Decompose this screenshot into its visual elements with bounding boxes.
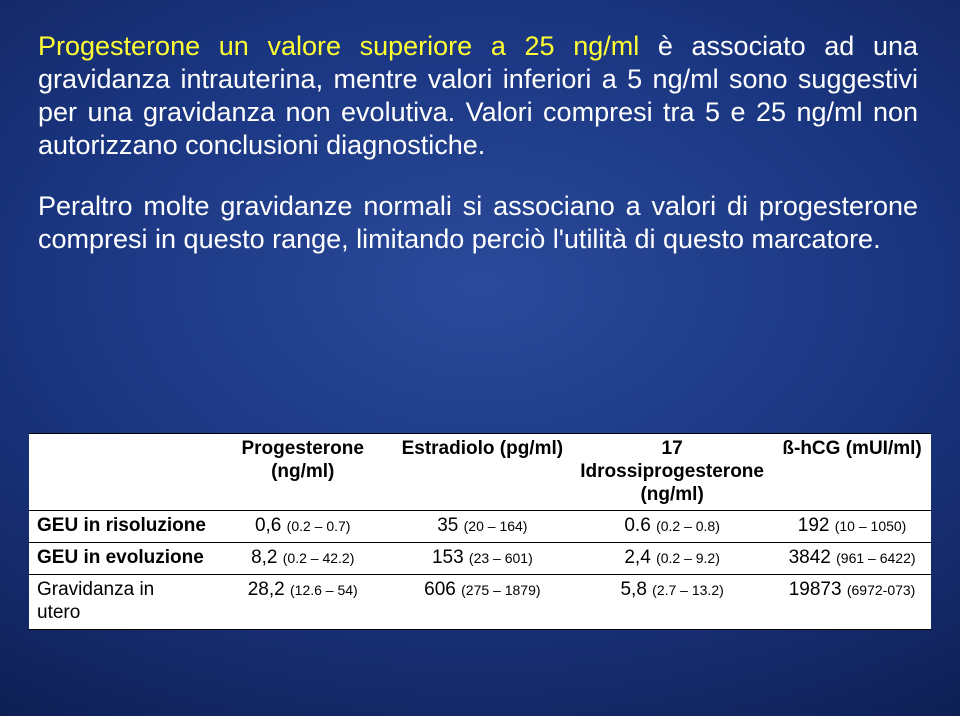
row-label: Gravidanza in utero <box>29 574 212 629</box>
header-bhcg: ß-hCG (mUI/ml) <box>771 434 931 511</box>
cell: 0,6 (0.2 – 0.7) <box>212 511 392 543</box>
cell: 3842 (961 – 6422) <box>771 543 931 575</box>
mean: 3842 <box>789 547 831 568</box>
mean: 5,8 <box>620 579 646 600</box>
range: (961 – 6422) <box>836 550 915 566</box>
cell: 192 (10 – 1050) <box>771 511 931 543</box>
cell: 35 (20 – 164) <box>392 511 572 543</box>
cell: 28,2 (12.6 – 54) <box>212 574 392 629</box>
table-row: Gravidanza in utero 28,2 (12.6 – 54) 606… <box>29 574 931 629</box>
row-label-l2: utero <box>37 602 80 623</box>
header-progesterone: Progesterone (ng/ml) <box>212 434 392 511</box>
header-estradiolo: Estradiolo (pg/ml) <box>392 434 572 511</box>
range: (0.2 – 9.2) <box>656 550 720 566</box>
para1-highlight: Progesterone un valore superiore a 25 ng… <box>38 31 658 61</box>
row-label: GEU in risoluzione <box>29 511 212 543</box>
mean: 2,4 <box>624 547 650 568</box>
table-body: GEU in risoluzione 0,6 (0.2 – 0.7) 35 (2… <box>29 511 931 629</box>
cell: 8,2 (0.2 – 42.2) <box>212 543 392 575</box>
range: (275 – 1879) <box>461 582 540 598</box>
cell: 5,8 (2.7 – 13.2) <box>571 574 771 629</box>
cell: 153 (23 – 601) <box>392 543 572 575</box>
range: (2.7 – 13.2) <box>652 582 724 598</box>
header-unit: (ng/ml) <box>271 461 334 482</box>
range: (6972-073) <box>847 582 916 598</box>
header-unit: (pg/ml) <box>500 438 563 459</box>
header-label: Estradiolo <box>402 438 495 459</box>
table-row: GEU in evoluzione 8,2 (0.2 – 42.2) 153 (… <box>29 543 931 575</box>
header-label: 17 Idrossiprogesterone <box>580 438 764 482</box>
range: (23 – 601) <box>469 550 533 566</box>
range: (0.2 – 42.2) <box>283 550 355 566</box>
cell: 19873 (6972-073) <box>771 574 931 629</box>
cell: 0.6 (0.2 – 0.8) <box>571 511 771 543</box>
slide: Progesterone un valore superiore a 25 ng… <box>0 0 960 716</box>
header-unit: (mUI/ml) <box>846 438 922 459</box>
header-empty <box>29 434 212 511</box>
mean: 0,6 <box>255 515 281 536</box>
range: (0.2 – 0.7) <box>287 518 351 534</box>
text-block: Progesterone un valore superiore a 25 ng… <box>38 30 918 284</box>
cell: 2,4 (0.2 – 9.2) <box>571 543 771 575</box>
mean: 606 <box>424 579 456 600</box>
header-17idrossi: 17 Idrossiprogesterone (ng/ml) <box>571 434 771 511</box>
range: (0.2 – 0.8) <box>656 518 720 534</box>
row-label-l1: Gravidanza in <box>37 579 154 600</box>
hormone-table-wrap: Progesterone (ng/ml) Estradiolo (pg/ml) … <box>29 433 931 630</box>
table-row: GEU in risoluzione 0,6 (0.2 – 0.7) 35 (2… <box>29 511 931 543</box>
cell: 606 (275 – 1879) <box>392 574 572 629</box>
row-label: GEU in evoluzione <box>29 543 212 575</box>
mean: 19873 <box>789 579 842 600</box>
mean: 35 <box>437 515 458 536</box>
table-header-row: Progesterone (ng/ml) Estradiolo (pg/ml) … <box>29 434 931 511</box>
range: (10 – 1050) <box>835 518 907 534</box>
range: (20 – 164) <box>464 518 528 534</box>
mean: 192 <box>798 515 830 536</box>
mean: 28,2 <box>248 579 285 600</box>
mean: 153 <box>432 547 464 568</box>
mean: 8,2 <box>251 547 277 568</box>
paragraph-1: Progesterone un valore superiore a 25 ng… <box>38 30 918 162</box>
header-label: Progesterone <box>241 438 363 459</box>
header-label: ß-hCG <box>782 438 840 459</box>
range: (12.6 – 54) <box>290 582 358 598</box>
hormone-table: Progesterone (ng/ml) Estradiolo (pg/ml) … <box>29 433 931 630</box>
mean: 0.6 <box>624 515 650 536</box>
header-unit: (ng/ml) <box>640 484 703 505</box>
paragraph-2: Peraltro molte gravidanze normali si ass… <box>38 190 918 256</box>
